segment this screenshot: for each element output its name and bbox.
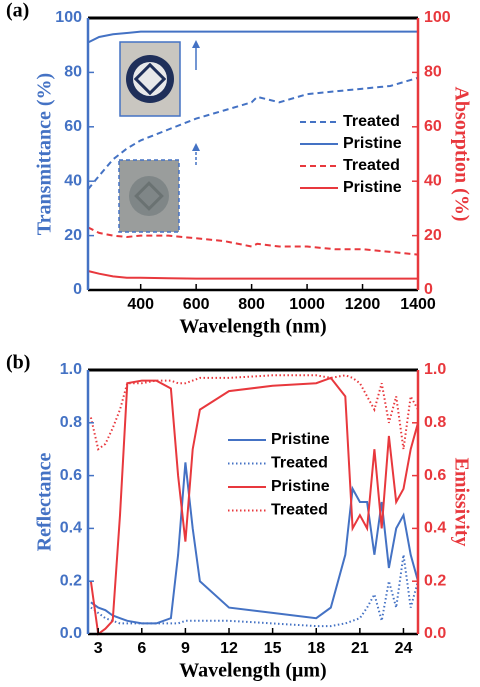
y-tick-label: 80 — [64, 64, 82, 81]
x-tick-label: 1400 — [400, 296, 436, 313]
x-tick-label: 800 — [238, 296, 265, 313]
x-tick-label: 15 — [264, 640, 282, 657]
x-tick-label: 9 — [181, 640, 190, 657]
x-axis-label: Wavelength (μm) — [179, 660, 326, 682]
y-tick-label: 0.8 — [424, 414, 446, 431]
photos — [118, 40, 200, 233]
arrow-head — [192, 143, 200, 151]
y-tick-label: 40 — [64, 172, 82, 189]
y-tick-label: 100 — [424, 9, 451, 26]
legend-label: Pristine — [271, 478, 330, 495]
legend-label: Treated — [271, 455, 328, 472]
legend-label: Pristine — [343, 135, 402, 152]
x-axis-label: Wavelength (nm) — [179, 316, 326, 338]
x-tick-label: 600 — [183, 296, 210, 313]
y-tick-label: 20 — [424, 227, 442, 244]
data-line — [89, 374, 419, 451]
legend-label: Pristine — [343, 179, 402, 196]
y-tick-label: 40 — [424, 172, 442, 189]
panel-label: (a) — [6, 0, 29, 22]
y-tick-label: 60 — [424, 118, 442, 135]
y-tick-label: 1.0 — [60, 361, 82, 378]
data-line — [87, 76, 419, 191]
x-tick-label: 1200 — [345, 296, 381, 313]
emblem — [133, 62, 167, 96]
y-tick-label: 80 — [424, 64, 442, 81]
x-tick-label: 24 — [395, 640, 413, 657]
data-line — [87, 226, 419, 256]
y-tick-label: 0.8 — [60, 414, 82, 431]
y-tick-label: 0.0 — [60, 625, 82, 642]
y-tick-label: 0.0 — [424, 625, 446, 642]
y2-axis-label: Absorption (%) — [450, 86, 472, 221]
arrow-head — [192, 40, 200, 48]
x-tick-label: 400 — [127, 296, 154, 313]
y-tick-label: 0 — [73, 281, 82, 298]
legend-label: Treated — [343, 113, 400, 130]
y-tick-label: 1.0 — [424, 361, 446, 378]
legend-label: Treated — [271, 502, 328, 519]
data-line — [87, 270, 418, 280]
y-axis-label: Reflectance — [34, 452, 56, 551]
y-tick-label: 0.2 — [424, 572, 446, 589]
y-axis-label: Transmittance (%) — [34, 73, 56, 235]
y-tick-label: 60 — [64, 118, 82, 135]
y-tick-label: 0.4 — [60, 520, 82, 537]
y-tick-label: 0.6 — [60, 467, 82, 484]
x-tick-label: 18 — [307, 640, 325, 657]
y-tick-label: 0.4 — [424, 520, 446, 537]
emblem — [129, 176, 169, 216]
emblem — [134, 181, 164, 211]
data-line — [89, 376, 419, 636]
panel-label: (b) — [6, 352, 30, 374]
legend-label: Pristine — [271, 431, 330, 448]
y-tick-label: 0.6 — [424, 467, 446, 484]
x-tick-label: 21 — [351, 640, 369, 657]
x-tick-label: 1000 — [289, 296, 325, 313]
y-tick-label: 100 — [55, 9, 82, 26]
x-tick-label: 6 — [137, 640, 146, 657]
y-tick-label: 20 — [64, 227, 82, 244]
y-tick-label: 0 — [424, 281, 433, 298]
data-line — [87, 30, 418, 44]
x-tick-label: 12 — [220, 640, 238, 657]
legend-label: Treated — [343, 157, 400, 174]
y2-axis-label: Emissivity — [450, 458, 472, 547]
emblem — [133, 62, 167, 96]
y-tick-label: 0.2 — [60, 572, 82, 589]
data-line — [90, 554, 419, 628]
data-line — [90, 462, 419, 625]
x-tick-label: 3 — [94, 640, 103, 657]
